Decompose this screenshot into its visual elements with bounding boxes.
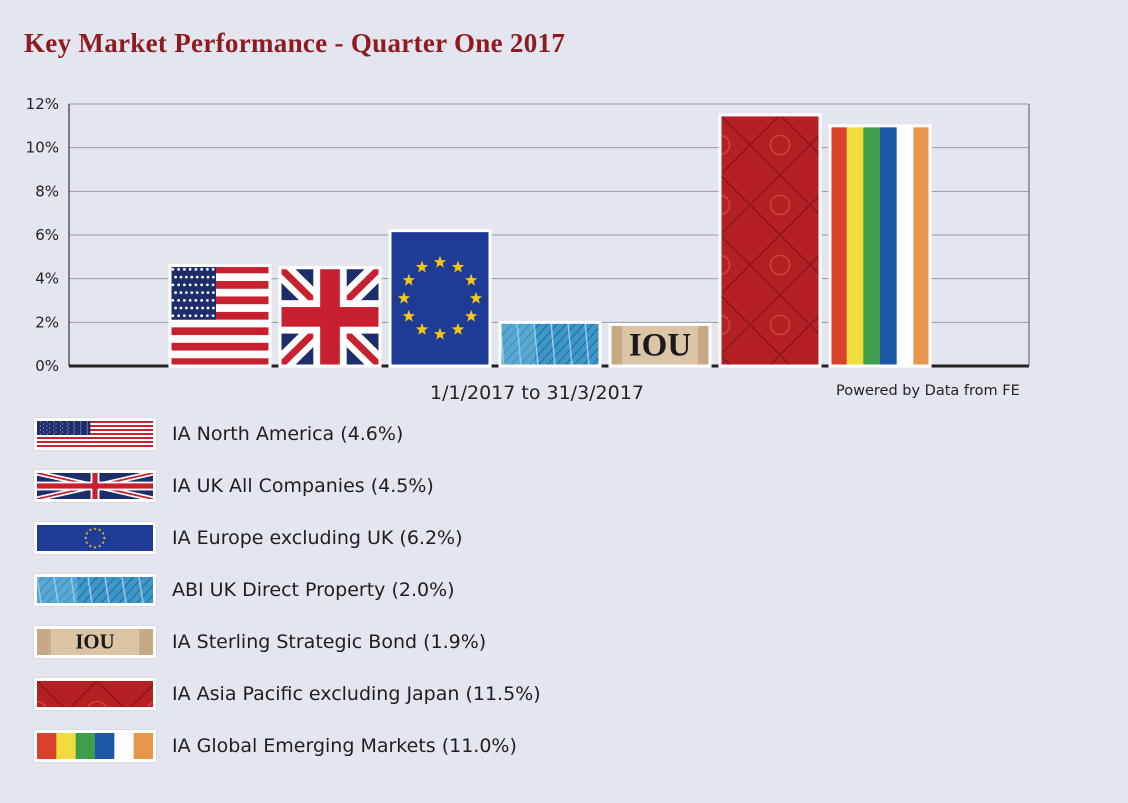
- bar-color-stripes: [830, 125, 930, 366]
- data-credit: Powered by Data from FE: [836, 383, 1020, 399]
- bar-eu-flag: [390, 230, 490, 366]
- y-tick-label: 4%: [35, 270, 59, 288]
- y-tick-label: 10%: [26, 139, 59, 157]
- bar-border: [388, 229, 492, 368]
- legend-label: IA Sterling Strategic Bond (1.9%): [172, 631, 487, 653]
- bar-us-flag: [170, 265, 270, 366]
- bar-border: [608, 323, 712, 368]
- bar-glass-building: [500, 322, 600, 367]
- legend-label: IA Global Emerging Markets (11.0%): [172, 735, 517, 757]
- bar-border: [168, 264, 272, 368]
- svg-text:IOU: IOU: [75, 631, 114, 654]
- svg-text:IOU: IOU: [629, 327, 692, 363]
- bar-border: [278, 266, 382, 368]
- bar-uk-flag: [280, 267, 380, 366]
- y-tick-label: 2%: [35, 313, 59, 331]
- y-tick-labels: 0% 2% 4% 6% 8% 10% 12%: [26, 95, 59, 375]
- uk-flag-icon: [34, 470, 156, 502]
- legend-label: ABI UK Direct Property (2.0%): [172, 579, 455, 601]
- y-tick-label: 6%: [35, 226, 59, 244]
- legend-label: IA UK All Companies (4.5%): [172, 475, 434, 497]
- bar-chart: 0% 2% 4% 6% 8% 10% 12% IOU: [26, 95, 1030, 375]
- iou-note-icon: IOU: [34, 626, 156, 658]
- chart-title: Key Market Performance - Quarter One 201…: [24, 28, 566, 58]
- us-flag-icon: [34, 418, 156, 450]
- glass-building-icon: [34, 574, 156, 606]
- bar-iou-note: IOU: [610, 324, 710, 366]
- bar-border: [498, 320, 602, 368]
- bar-asian-ornament: [720, 114, 820, 366]
- legend-label: IA Europe excluding UK (6.2%): [172, 527, 463, 549]
- asian-ornament-icon: [34, 678, 156, 710]
- legend-label: IA Asia Pacific excluding Japan (11.5%): [172, 683, 541, 705]
- bar-border: [718, 113, 822, 368]
- eu-flag-icon: [34, 522, 156, 554]
- y-tick-label: 8%: [35, 182, 59, 200]
- x-axis-caption: 1/1/2017 to 31/3/2017: [430, 382, 644, 404]
- legend-label: IA North America (4.6%): [172, 423, 404, 445]
- bars: IOU: [168, 113, 932, 368]
- bar-border: [828, 124, 932, 368]
- y-tick-label: 12%: [26, 95, 59, 113]
- y-tick-label: 0%: [35, 357, 59, 375]
- color-stripes-icon: [34, 730, 156, 762]
